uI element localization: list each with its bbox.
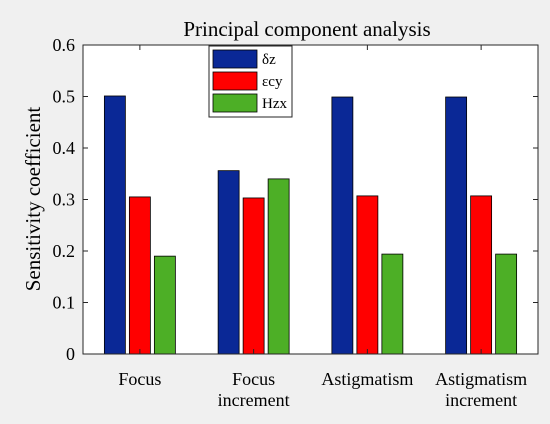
- x-tick-label: Astigmatism: [321, 369, 413, 389]
- bar: [242, 197, 265, 355]
- legend-label: Hzx: [262, 96, 287, 112]
- bar: [331, 96, 354, 355]
- legend-label: εcy: [262, 74, 283, 90]
- y-tick-label: 0.5: [53, 87, 76, 107]
- y-tick-label: 0.1: [53, 293, 76, 313]
- legend: δz εcy Hzx: [208, 45, 293, 118]
- legend-swatch: [212, 71, 258, 91]
- bar: [128, 196, 151, 355]
- y-tick-label: 0.2: [53, 241, 76, 261]
- legend-swatch: [212, 93, 258, 113]
- y-tick-label: 0: [66, 344, 75, 364]
- legend-label: δz: [262, 52, 276, 68]
- x-tick-label: Focus: [118, 369, 161, 389]
- bar: [356, 195, 379, 355]
- x-tick-label: increment: [218, 390, 290, 410]
- bar: [445, 96, 468, 355]
- y-tick-label: 0.4: [53, 138, 76, 158]
- bar: [495, 253, 518, 355]
- y-axis-label: Sensitivity coefficient: [21, 107, 45, 292]
- plot-frame: [82, 44, 539, 355]
- x-tick-label: Astigmatism: [435, 369, 527, 389]
- bar: [103, 95, 126, 355]
- y-tick-label: 0.6: [53, 35, 76, 55]
- x-tick-label: increment: [445, 390, 517, 410]
- bar: [153, 255, 176, 355]
- bar: [217, 170, 240, 355]
- plot-area: [83, 45, 538, 354]
- y-tick-label: 0.3: [53, 190, 76, 210]
- bar: [267, 178, 290, 355]
- chart-title: Principal component analysis: [183, 17, 430, 41]
- bars: [103, 95, 518, 355]
- x-tick-label: Focus: [232, 369, 275, 389]
- y-axis: 0 0.1 0.2 0.3 0.4 0.5 0.6: [53, 35, 538, 364]
- bar: [381, 253, 404, 355]
- legend-swatch: [212, 49, 258, 69]
- bar: [470, 195, 493, 355]
